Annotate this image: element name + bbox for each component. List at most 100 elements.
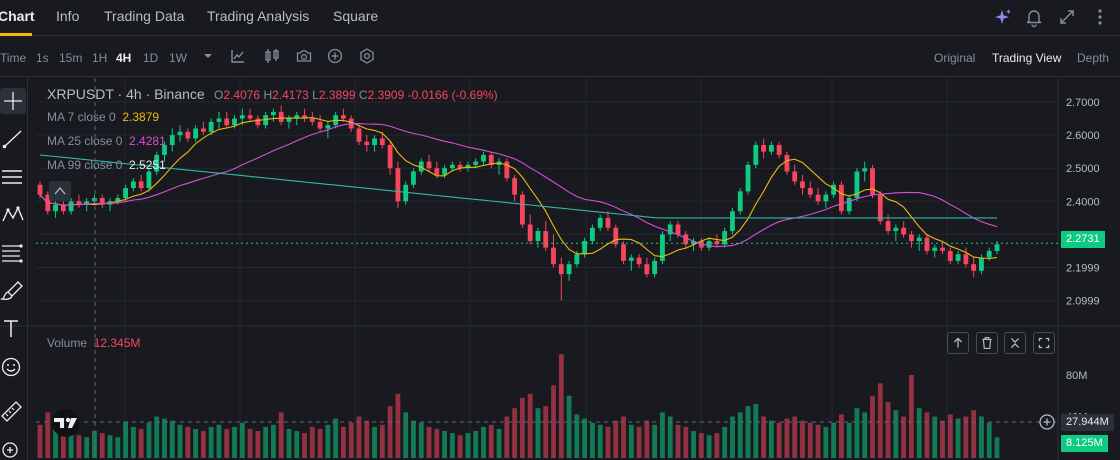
candle-body bbox=[831, 184, 837, 195]
tab-square[interactable]: Square bbox=[333, 8, 379, 24]
ohlc-legend: XRPUSDT · 4h · Binance O2.4076 H2.4173 L… bbox=[47, 86, 498, 102]
horizontal-lines-icon[interactable] bbox=[0, 164, 26, 190]
volume-bar bbox=[909, 375, 914, 458]
candle-body bbox=[807, 188, 813, 195]
tab-trading-analysis[interactable]: Trading Analysis bbox=[207, 8, 310, 24]
delete-icon[interactable] bbox=[976, 332, 998, 354]
candle-body bbox=[971, 264, 977, 271]
fullscreen-icon[interactable] bbox=[1033, 332, 1055, 354]
candle-body bbox=[37, 184, 43, 195]
volume-bar bbox=[737, 412, 743, 458]
text-tool-icon[interactable] bbox=[0, 316, 26, 342]
candle-body bbox=[356, 128, 362, 142]
volume-bar bbox=[154, 416, 160, 458]
interval-15m[interactable]: 15m bbox=[59, 51, 83, 65]
candle-body bbox=[216, 118, 222, 122]
volume-bar bbox=[169, 420, 175, 458]
bell-icon[interactable] bbox=[1023, 6, 1045, 28]
add-indicator-icon[interactable] bbox=[326, 47, 344, 65]
volume-bar bbox=[177, 424, 183, 458]
settings-icon[interactable] bbox=[358, 47, 376, 65]
volume-bar bbox=[442, 431, 447, 458]
expand-icon[interactable] bbox=[1056, 6, 1078, 28]
volume-bar bbox=[99, 433, 105, 458]
volume-bar bbox=[232, 426, 237, 458]
candle-body bbox=[909, 234, 914, 242]
view-trading-view[interactable]: Trading View bbox=[992, 51, 1062, 65]
ma7-value: 2.3879 bbox=[122, 110, 160, 124]
interval-1s[interactable]: 1s bbox=[36, 51, 49, 65]
move-up-icon[interactable] bbox=[947, 332, 969, 354]
trend-line-icon[interactable] bbox=[0, 126, 26, 152]
volume-axis-label: 80M bbox=[1066, 370, 1087, 382]
volume-bar bbox=[784, 418, 790, 458]
camera-icon[interactable] bbox=[295, 47, 313, 65]
volume-bar bbox=[488, 424, 494, 458]
volume-bar bbox=[84, 437, 90, 458]
volume-bar bbox=[893, 410, 899, 458]
volume-bar bbox=[107, 435, 113, 458]
zoom-in-icon[interactable] bbox=[0, 436, 26, 460]
cursor-volume-tag: 27.944M bbox=[1061, 414, 1114, 431]
candle-body bbox=[823, 194, 829, 202]
candle-body bbox=[683, 234, 689, 245]
collapse-legend-button[interactable] bbox=[49, 181, 71, 201]
volume-bar bbox=[722, 426, 728, 458]
volume-bar bbox=[162, 418, 167, 458]
volume-bar bbox=[200, 431, 206, 458]
volume-bar bbox=[761, 416, 766, 458]
volume-bar bbox=[465, 433, 471, 458]
candle-body bbox=[753, 145, 759, 165]
dropdown-arrow-icon[interactable] bbox=[199, 47, 217, 65]
volume-bar bbox=[846, 422, 852, 458]
interval-1h[interactable]: 1H bbox=[92, 51, 108, 65]
volume-bar bbox=[566, 395, 572, 458]
candle-body bbox=[379, 138, 385, 146]
more-icon[interactable] bbox=[1089, 6, 1111, 28]
emoji-icon[interactable] bbox=[0, 354, 26, 380]
interval-4h[interactable]: 4H bbox=[116, 51, 132, 65]
candle-type-icon[interactable] bbox=[263, 47, 281, 65]
volume-bar bbox=[901, 416, 907, 458]
volume-bar bbox=[263, 426, 269, 458]
interval-1w[interactable]: 1W bbox=[169, 51, 187, 65]
brush-icon[interactable] bbox=[0, 278, 26, 304]
chevron-up-icon bbox=[54, 186, 66, 195]
candle-body bbox=[278, 111, 284, 122]
ma25-legend: MA 25 close 0 2.4281 bbox=[47, 134, 166, 148]
candle-body bbox=[621, 244, 626, 261]
candle-body bbox=[418, 161, 424, 172]
ai-sparkle-icon[interactable] bbox=[992, 6, 1014, 28]
volume-bar bbox=[348, 422, 354, 458]
symbol-label[interactable]: XRPUSDT · 4h · Binance bbox=[47, 86, 205, 102]
ruler-icon[interactable] bbox=[0, 398, 26, 424]
volume-bar bbox=[216, 424, 222, 458]
candle-body bbox=[426, 161, 432, 169]
tab-info[interactable]: Info bbox=[56, 8, 80, 24]
candle-body bbox=[372, 138, 377, 146]
candle-body bbox=[527, 224, 533, 242]
tab-trading-data[interactable]: Trading Data bbox=[104, 8, 185, 24]
view-original[interactable]: Original bbox=[934, 51, 976, 65]
volume-bar bbox=[53, 428, 58, 458]
candle-body bbox=[613, 227, 619, 245]
tab-chart[interactable]: Chart bbox=[0, 8, 35, 24]
volume-bar bbox=[831, 422, 837, 458]
last-volume-tag: 8.125M bbox=[1061, 435, 1108, 452]
fibonacci-icon[interactable] bbox=[0, 240, 26, 266]
collapse-icon[interactable] bbox=[1004, 332, 1026, 354]
view-depth[interactable]: Depth bbox=[1077, 51, 1110, 65]
candle-body bbox=[628, 257, 634, 261]
candle-body bbox=[84, 201, 90, 205]
pattern-icon[interactable] bbox=[0, 202, 26, 228]
volume-bar bbox=[683, 426, 689, 458]
volume-legend: Volume 12.345M bbox=[47, 336, 141, 350]
add-alert-icon[interactable] bbox=[1038, 413, 1056, 431]
crosshair-icon[interactable] bbox=[0, 88, 26, 114]
indicator-icon[interactable] bbox=[229, 47, 247, 65]
volume-bar bbox=[395, 393, 401, 458]
candle-body bbox=[714, 241, 720, 245]
volume-bar bbox=[473, 431, 479, 458]
volume-bar bbox=[730, 416, 735, 458]
interval-1d[interactable]: 1D bbox=[143, 51, 159, 65]
